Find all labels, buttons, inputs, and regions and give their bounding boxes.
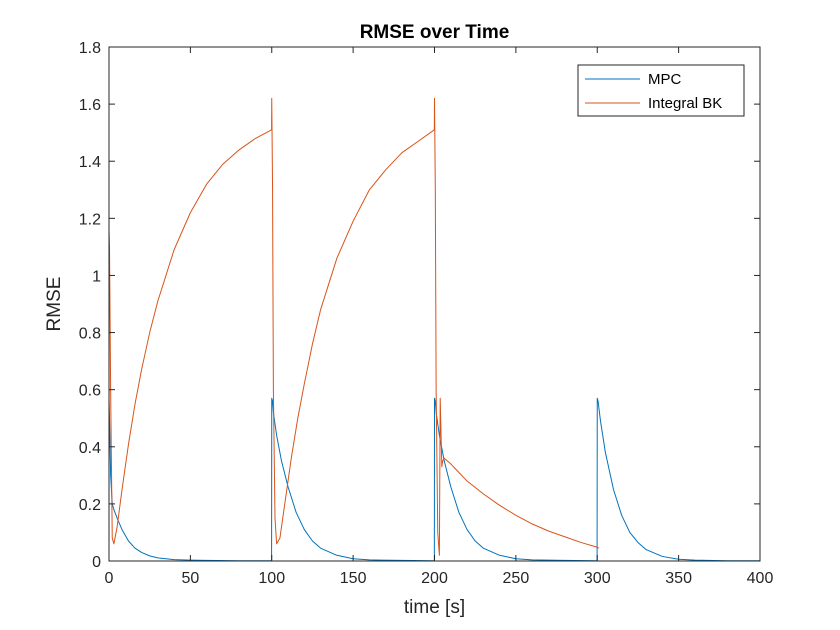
legend-label-integral-bk: Integral BK [648,95,722,112]
x-tick-label: 250 [503,570,530,587]
x-tick-label: 150 [340,570,367,587]
chart-title: RMSE over Time [360,22,510,43]
y-tick-label: 1.6 [79,97,101,114]
y-tick-label: 0.8 [79,326,101,343]
y-tick-label: 1.4 [79,154,101,171]
y-tick-label: 1.2 [79,211,101,228]
x-tick-label: 350 [665,570,692,587]
x-tick-label: 300 [584,570,611,587]
legend-label-mpc: MPC [648,71,682,88]
x-ticks: 0 50 100 150 200 250 300 350 400 [105,47,774,587]
x-tick-label: 0 [105,570,114,587]
legend-box [577,64,745,117]
x-tick-label: 200 [421,570,448,587]
x-tick-label: 400 [747,570,774,587]
y-tick-label: 0.4 [79,440,101,457]
x-tick-label: 100 [258,570,285,587]
y-axis-label: RMSE [44,277,65,332]
y-tick-label: 1.8 [79,40,101,57]
y-tick-label: 0.2 [79,497,101,514]
y-tick-label: 0.6 [79,383,101,400]
legend: MPC Integral BK [577,64,745,117]
x-axis-label: time [s] [404,597,465,618]
y-tick-label: 0 [92,554,101,571]
y-ticks: 0 0.2 0.4 0.6 0.8 1 1.2 1.4 1.6 1.8 [79,40,760,571]
series-line-integral-bk [108,97,600,556]
x-tick-label: 50 [181,570,199,587]
y-tick-label: 1 [92,268,101,285]
